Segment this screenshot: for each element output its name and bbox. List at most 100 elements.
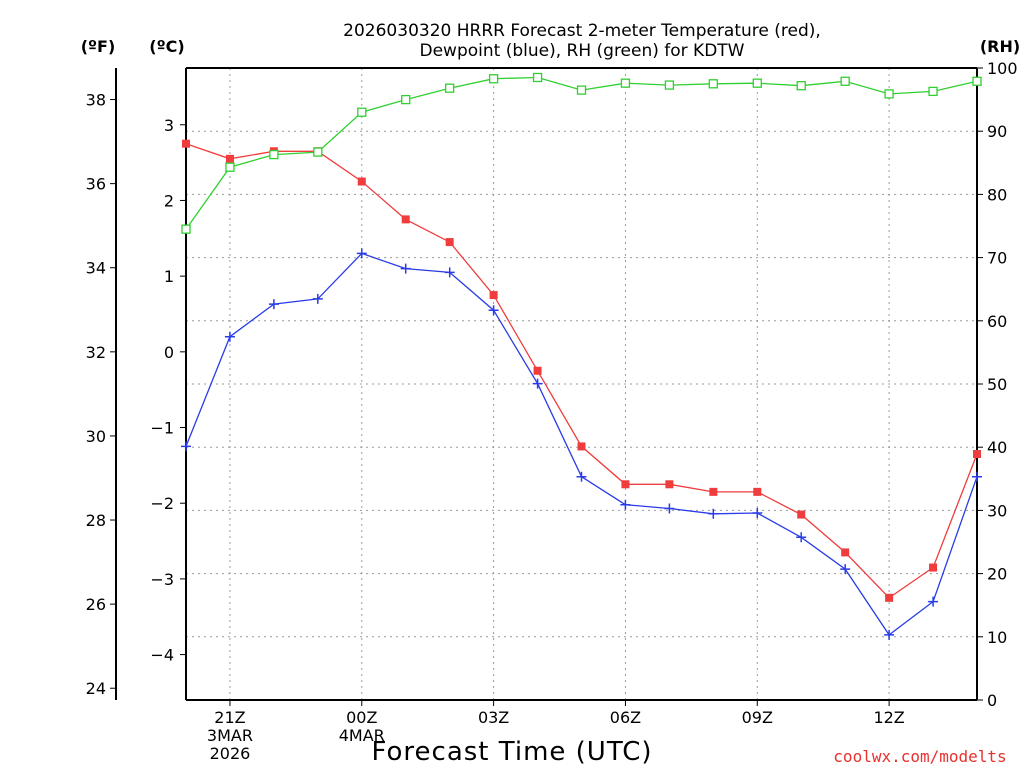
- dewpoint-point: [576, 471, 587, 482]
- celsius-tick-label: −4: [150, 646, 174, 665]
- fahrenheit-tick-label: 32: [86, 343, 106, 362]
- x-tick-label: 00Z: [346, 708, 377, 727]
- x-tick-label: 09Z: [742, 708, 773, 727]
- celsius-tick-label: −3: [150, 570, 174, 589]
- x-date-label: 2026: [210, 744, 251, 763]
- rh-point: [576, 85, 587, 95]
- temperature-point: [401, 215, 410, 224]
- dewpoint-point: [400, 263, 411, 274]
- temperature-point: [929, 563, 938, 572]
- rh-point: [972, 76, 982, 86]
- rh-tick-label: 100: [987, 59, 1018, 78]
- x-tick-label: 21Z: [214, 708, 245, 727]
- temperature-point: [533, 366, 542, 375]
- x-tick-label: 03Z: [478, 708, 509, 727]
- fahrenheit-tick-label: 34: [86, 259, 106, 278]
- temperature-point: [753, 487, 762, 496]
- x-tick-label: 12Z: [873, 708, 904, 727]
- temperature-point: [445, 238, 454, 247]
- rh-tick-label: 40: [987, 438, 1007, 457]
- dewpoint-point: [532, 378, 543, 389]
- rh-point: [269, 149, 279, 160]
- dewpoint-point: [224, 331, 235, 342]
- x-date-label: 3MAR: [207, 726, 253, 745]
- rh-tick-label: 50: [987, 375, 1007, 394]
- rh-point: [313, 147, 323, 157]
- temperature-point: [225, 154, 234, 163]
- celsius-tick-label: −1: [150, 419, 174, 438]
- rh-point: [488, 74, 499, 84]
- rh-point: [752, 78, 762, 88]
- temperature-point: [885, 593, 894, 602]
- dewpoint-point: [664, 503, 675, 514]
- fahrenheit-tick-label: 38: [86, 91, 106, 110]
- dewpoint-point: [928, 596, 939, 607]
- temperature-point: [665, 480, 674, 489]
- rh-point: [357, 107, 367, 117]
- rh-tick-label: 20: [987, 565, 1007, 584]
- fahrenheit-tick-label: 28: [86, 511, 106, 530]
- temperature-point: [577, 442, 586, 451]
- rh-point: [401, 94, 411, 105]
- fahrenheit-tick-label: 36: [86, 175, 106, 194]
- rh-tick-label: 10: [987, 628, 1007, 647]
- dewpoint-point: [312, 293, 323, 304]
- temperature-point: [797, 510, 806, 519]
- temperature-point: [357, 177, 366, 186]
- rh-tick-label: 30: [987, 501, 1007, 520]
- rh-point: [840, 76, 850, 86]
- celsius-tick-label: 2: [164, 191, 174, 210]
- temperature-point: [182, 139, 190, 148]
- rh-point: [884, 89, 894, 99]
- x-date-label: 4MAR: [339, 726, 385, 745]
- fahrenheit-unit-label: (ºF): [81, 37, 116, 56]
- fahrenheit-tick-label: 30: [86, 427, 106, 446]
- temperature-point: [709, 487, 718, 496]
- chart-title-line2: Dewpoint (blue), RH (green) for KDTW: [419, 41, 744, 61]
- fahrenheit-tick-label: 26: [86, 595, 106, 614]
- temperature-point: [489, 291, 498, 300]
- celsius-tick-label: 1: [164, 267, 174, 286]
- rh-point: [532, 72, 543, 83]
- credit-text: coolwx.com/modelts: [833, 747, 1006, 766]
- rh-point: [928, 86, 938, 97]
- celsius-tick-label: 3: [164, 116, 174, 135]
- rh-unit-label: (RH): [980, 37, 1020, 56]
- dewpoint-point: [840, 564, 851, 575]
- temperature-point: [621, 480, 630, 489]
- rh-point: [708, 79, 718, 89]
- dewpoint-point: [268, 299, 279, 310]
- rh-tick-label: 80: [987, 185, 1007, 204]
- x-tick-label: 06Z: [610, 708, 641, 727]
- celsius-unit-label: (ºC): [149, 37, 184, 56]
- dewpoint-point: [752, 508, 763, 518]
- rh-tick-label: 70: [987, 249, 1007, 268]
- temperature-point: [841, 548, 850, 557]
- rh-tick-label: 0: [987, 691, 997, 710]
- temperature-point: [973, 450, 981, 459]
- rh-point: [225, 162, 235, 172]
- rh-point: [445, 83, 455, 93]
- fahrenheit-tick-label: 24: [86, 679, 106, 698]
- rh-point: [620, 78, 631, 88]
- dewpoint-point: [972, 471, 982, 482]
- dewpoint-point: [488, 305, 499, 316]
- dewpoint-point: [708, 508, 719, 519]
- chart-title-line1: 2026030320 HRRR Forecast 2-meter Tempera…: [343, 21, 821, 41]
- rh-tick-label: 60: [987, 312, 1007, 331]
- dewpoint-point: [181, 441, 191, 452]
- dewpoint-point: [796, 532, 807, 543]
- dewpoint-point: [444, 267, 455, 278]
- dewpoint-point: [620, 499, 631, 510]
- celsius-tick-label: −2: [150, 494, 174, 513]
- series-layer: [181, 72, 982, 640]
- dewpoint-point: [356, 248, 367, 259]
- rh-tick-label: 90: [987, 122, 1007, 141]
- dewpoint-point: [884, 629, 895, 640]
- celsius-tick-label: 0: [164, 343, 174, 362]
- rh-point: [181, 224, 191, 234]
- x-axis-label: Forecast Time (UTC): [371, 737, 652, 767]
- rh-point: [664, 80, 675, 90]
